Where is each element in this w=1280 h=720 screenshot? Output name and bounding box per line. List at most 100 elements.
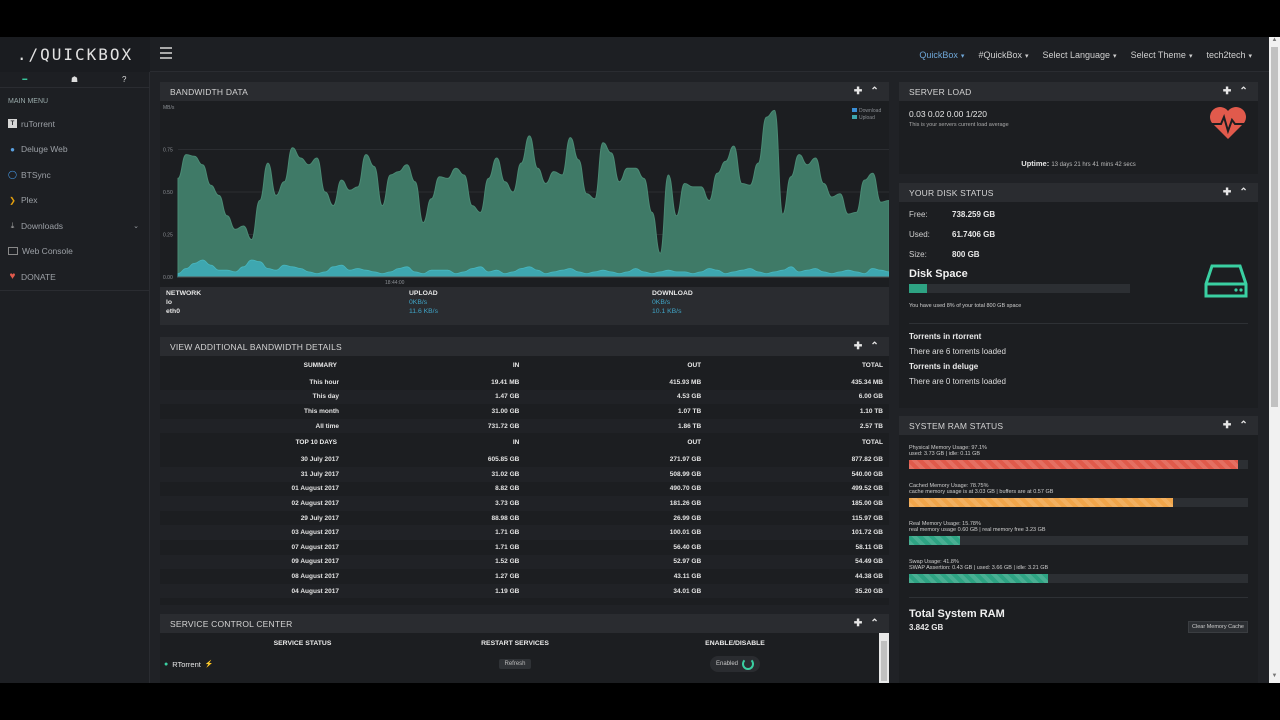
expand-icon[interactable]: ✚ <box>853 341 863 352</box>
cell: eth0 <box>166 308 180 315</box>
help-tab-icon[interactable]: ? <box>121 75 127 84</box>
cell: 01 August 2017 <box>291 485 339 493</box>
y-tick-label: 0.00 <box>163 275 173 281</box>
cell: 508.99 GB <box>525 466 708 482</box>
collapse-icon[interactable]: ⌃ <box>870 341 879 352</box>
disk-free-value: 738.259 GB <box>952 209 996 219</box>
nav-quickbox[interactable]: QuickBox ▾ <box>919 49 965 60</box>
panel-title: YOUR DISK STATUS <box>909 187 994 198</box>
sidebar-item-donate[interactable]: ♥ DONATE <box>0 264 149 290</box>
cell: 101.72 GB <box>707 525 889 540</box>
nav-hashtag-quickbox[interactable]: #QuickBox ▾ <box>978 49 1029 60</box>
nav-user-menu[interactable]: tech2tech ▾ <box>1206 49 1252 60</box>
sidebar-item-downloads[interactable]: ⤓ Downloads ⌄ <box>0 213 149 239</box>
uptime: Uptime: 13 days 21 hrs 41 mins 42 secs <box>899 159 1258 168</box>
scroll-up-icon[interactable]: ▲ <box>1271 37 1278 43</box>
panel-header: SERVER LOAD ✚ ⌃ <box>899 82 1258 101</box>
cell: 499.52 GB <box>851 485 883 493</box>
menu-toggle-icon[interactable] <box>160 47 172 59</box>
col-header: TOP 10 DAYS <box>295 439 337 447</box>
cell: 35.20 GB <box>707 583 889 599</box>
cell: 09 August 2017 <box>160 554 345 570</box>
collapse-icon[interactable]: ⌃ <box>1239 86 1248 97</box>
expand-icon[interactable]: ✚ <box>853 618 863 629</box>
sidebar: ━ ☗ ? MAIN MENU T ruTorrent ● Deluge Web… <box>0 72 150 683</box>
clear-memory-cache-button[interactable]: Clear Memory Cache <box>1188 621 1248 633</box>
collapse-icon[interactable]: ⌃ <box>1239 187 1248 198</box>
cell: 19.41 MB <box>491 378 520 386</box>
expand-icon[interactable]: ✚ <box>1222 86 1232 97</box>
panel-header: SYSTEM RAM STATUS ✚ ⌃ <box>899 416 1258 435</box>
cell: This day <box>160 389 345 405</box>
collapse-icon[interactable]: ⌃ <box>1239 420 1248 431</box>
cell: 490.70 GB <box>669 485 702 493</box>
disk-space-title: Disk Space <box>909 268 968 280</box>
deluge-title: Torrents in deluge <box>909 362 979 371</box>
logo[interactable]: ./QUICKBOX <box>0 37 150 72</box>
ram-usage-detail: real memory usage 0.60 GB | real memory … <box>909 527 1046 533</box>
table-row: eth0 11.6 KB/s 10.1 KB/s <box>160 307 889 316</box>
service-scrollbar[interactable] <box>879 633 889 683</box>
app-frame: ./QUICKBOX QuickBox ▾ #QuickBox ▾ Select L… <box>0 37 1280 683</box>
y-unit-label: MB/s <box>163 105 175 111</box>
ram-usage-label: Physical Memory Usage: 97.1% <box>909 445 987 451</box>
expand-icon[interactable]: ✚ <box>1222 187 1232 198</box>
cell: 31 July 2017 <box>160 466 345 482</box>
scroll-down-icon[interactable]: ▼ <box>1271 673 1278 679</box>
status-dot-icon: ● <box>164 660 169 668</box>
ram-usage-fill <box>909 498 1174 507</box>
nav-select-theme[interactable]: Select Theme ▾ <box>1130 49 1193 60</box>
cell: 1.10 TB <box>859 407 883 415</box>
sidebar-item-btsync[interactable]: ◯ BTSync <box>0 162 149 188</box>
sidebar-item-label: Plex <box>21 195 38 206</box>
cell: This month <box>303 407 339 415</box>
table-row: This hour 19.41 MB 415.93 MB 435.34 MB <box>160 375 889 390</box>
y-tick-label: 0.25 <box>163 233 173 239</box>
table-row: 03 August 2017 1.71 GB 100.01 GB 101.72 GB <box>160 525 889 540</box>
ram-usage-fill <box>909 536 960 545</box>
download-icon: ⤓ <box>10 220 15 230</box>
table-row: 02 August 2017 3.73 GB 181.26 GB 185.00 GB <box>160 496 889 511</box>
table-row: 07 August 2017 1.71 GB 56.40 GB 58.11 GB <box>160 540 889 555</box>
sidebar-item-web-console[interactable]: Web Console <box>0 239 149 265</box>
table-header-row: TOP 10 DAYS IN OUT TOTAL <box>160 433 889 452</box>
enable-toggle[interactable]: Enabled <box>709 656 761 672</box>
ram-usage-label: Cached Memory Usage: 78.75% <box>909 483 989 489</box>
sidebar-item-plex[interactable]: ❯ Plex <box>0 188 149 214</box>
sidebar-item-rutorrent[interactable]: T ruTorrent <box>0 111 149 137</box>
cell: 0KB/s <box>652 299 671 306</box>
refresh-button[interactable]: Refresh <box>499 659 531 669</box>
cell: This hour <box>309 378 339 386</box>
cell: 52.97 GB <box>525 554 708 570</box>
sync-icon: ◯ <box>8 170 17 180</box>
collapse-icon[interactable]: ⌃ <box>870 86 879 97</box>
ram-usage-bar <box>909 498 1248 507</box>
cell: 415.93 MB <box>669 378 702 386</box>
table-row: 08 August 2017 1.27 GB 43.11 GB 44.38 GB <box>160 569 889 584</box>
cell: 11.6 KB/s <box>409 308 438 315</box>
cell: 29 July 2017 <box>300 514 339 522</box>
home-tab-icon[interactable]: ━ <box>22 75 28 84</box>
sidebar-item-label: DONATE <box>21 271 56 282</box>
rtorrent-text: There are 6 torrents loaded <box>909 347 1006 356</box>
cell: 0KB/s <box>409 299 428 306</box>
cell: 4.53 GB <box>525 389 708 405</box>
expand-icon[interactable]: ✚ <box>1222 420 1232 431</box>
ram-usage-detail: used: 3.73 GB | idle: 0.11 GB <box>909 451 981 457</box>
legend-swatch-download <box>852 108 857 112</box>
expand-icon[interactable]: ✚ <box>853 86 863 97</box>
sidebar-item-deluge[interactable]: ● Deluge Web <box>0 137 149 163</box>
user-tab-icon[interactable]: ☗ <box>70 75 79 84</box>
page-scrollbar[interactable]: ▲ ▼ <box>1269 37 1280 683</box>
nav-select-language[interactable]: Select Language ▾ <box>1042 49 1117 60</box>
cell: 1.47 GB <box>345 389 526 405</box>
table-row: lo 0KB/s 0KB/s <box>160 298 889 307</box>
sidebar-item-label: ruTorrent <box>21 118 56 129</box>
cell: 54.49 GB <box>707 554 889 570</box>
collapse-icon[interactable]: ⌃ <box>870 618 879 629</box>
panel-header: YOUR DISK STATUS ✚ ⌃ <box>899 183 1258 202</box>
scrollbar-thumb[interactable] <box>1271 47 1278 407</box>
cell: 1.52 GB <box>345 554 526 570</box>
sidebar-item-label: BTSync <box>21 169 51 180</box>
bandwidth-panel: BANDWIDTH DATA ✚ ⌃ 0.75 0.50 0.25 0.00 MB/s 18… <box>160 82 889 325</box>
